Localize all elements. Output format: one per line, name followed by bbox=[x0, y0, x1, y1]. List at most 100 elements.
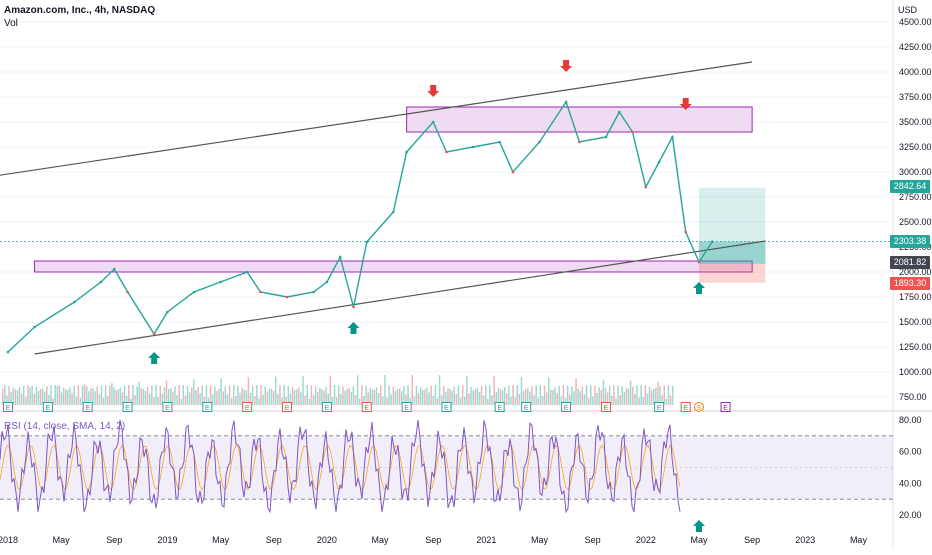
volume-bar bbox=[663, 385, 665, 405]
volume-bar bbox=[100, 385, 103, 405]
volume-bar bbox=[67, 389, 69, 405]
volume-bar bbox=[226, 394, 229, 405]
price-label-stop: 1893.30 bbox=[890, 277, 930, 290]
volume-bar bbox=[136, 386, 138, 405]
volume-bar bbox=[325, 386, 327, 405]
volume-bar bbox=[176, 395, 178, 405]
volume-bar bbox=[178, 385, 180, 405]
volume-bar bbox=[75, 396, 77, 405]
volume-bar bbox=[566, 385, 569, 405]
volume-bar bbox=[304, 395, 306, 405]
price-point bbox=[6, 350, 10, 354]
volume-bar bbox=[638, 397, 640, 405]
time-tick-label: 2022 bbox=[636, 535, 656, 545]
volume-bar bbox=[174, 386, 176, 405]
volume-bar bbox=[464, 396, 466, 405]
volume-bar bbox=[306, 385, 308, 405]
volume-bar bbox=[438, 375, 441, 405]
earnings-marker bbox=[42, 402, 53, 412]
volume-bar bbox=[107, 396, 109, 405]
volume-bar bbox=[245, 389, 248, 405]
volume-bar bbox=[146, 386, 149, 405]
volume-bar bbox=[541, 395, 544, 405]
volume-bar bbox=[335, 397, 338, 405]
volume-bar bbox=[285, 396, 287, 405]
price-point bbox=[245, 270, 249, 274]
volume-bar bbox=[411, 375, 413, 405]
volume-bar bbox=[575, 378, 577, 405]
volume-bar bbox=[46, 386, 48, 405]
volume-bar bbox=[291, 387, 294, 405]
rsi-arrow-up-marker bbox=[692, 520, 705, 532]
earnings-marker bbox=[521, 402, 532, 412]
volume-bar bbox=[73, 385, 75, 405]
split-marker bbox=[693, 402, 704, 412]
earnings-marker bbox=[361, 402, 372, 412]
volume-bar bbox=[514, 397, 516, 405]
volume-bar bbox=[428, 392, 430, 405]
earnings-marker bbox=[282, 402, 293, 412]
volume-bar bbox=[266, 391, 269, 405]
volume-bar bbox=[18, 386, 21, 405]
position-stop-zone bbox=[698, 263, 766, 283]
volume-bar bbox=[394, 391, 397, 405]
volume-bar bbox=[518, 393, 521, 405]
time-tick-label: Sep bbox=[106, 535, 122, 545]
price-point bbox=[166, 310, 169, 314]
volume-bar bbox=[60, 392, 63, 405]
volume-bar bbox=[510, 396, 512, 405]
volume-bar bbox=[539, 385, 542, 405]
volume-bar bbox=[489, 385, 491, 405]
volume-bar bbox=[388, 385, 390, 405]
price-point bbox=[192, 290, 196, 294]
volume-bar bbox=[293, 390, 296, 405]
volume-bar bbox=[216, 390, 218, 405]
price-tick-label: 3500.00 bbox=[899, 117, 932, 127]
volume-bar bbox=[272, 390, 275, 405]
volume-bar bbox=[424, 389, 426, 405]
volume-bar bbox=[665, 398, 668, 405]
volume-bar bbox=[554, 387, 556, 405]
volume-bar bbox=[182, 385, 185, 405]
rsi-legend[interactable]: RSI (14, close, SMA, 14, 2) bbox=[4, 421, 125, 432]
arrow-up-marker bbox=[692, 282, 705, 294]
price-point bbox=[657, 160, 661, 164]
volume-bar bbox=[201, 385, 203, 405]
volume-bar bbox=[44, 391, 46, 405]
volume-bar bbox=[407, 385, 409, 405]
volume-bar bbox=[33, 393, 35, 405]
volume-bar bbox=[109, 385, 111, 405]
volume-bar bbox=[348, 388, 350, 405]
volume-bar bbox=[600, 390, 602, 405]
volume-bar bbox=[533, 394, 535, 405]
volume-bar bbox=[474, 389, 476, 405]
volume-bar bbox=[644, 385, 647, 405]
volume-bar bbox=[308, 398, 311, 405]
volume-bar bbox=[569, 394, 571, 405]
volume-bar bbox=[212, 394, 214, 405]
earnings-marker-label: E bbox=[364, 405, 369, 412]
volume-bar bbox=[472, 390, 474, 405]
volume-bar bbox=[653, 389, 655, 405]
volume-bar bbox=[516, 385, 518, 405]
volume-bar bbox=[445, 391, 447, 405]
earnings-marker bbox=[82, 402, 93, 412]
price-point bbox=[710, 240, 714, 243]
price-point bbox=[73, 300, 76, 304]
volume-bar bbox=[482, 395, 485, 405]
volume-label[interactable]: Vol bbox=[4, 18, 18, 29]
volume-bar bbox=[409, 398, 411, 405]
volume-bar bbox=[375, 387, 378, 405]
earnings-marker bbox=[321, 402, 332, 412]
volume-bar bbox=[123, 385, 126, 405]
volume-bar bbox=[594, 385, 596, 405]
symbol-title[interactable]: Amazon.com, Inc., 4h, NASDAQ bbox=[4, 5, 156, 16]
volume-bar bbox=[350, 391, 353, 405]
volume-bar bbox=[16, 390, 19, 405]
volume-bar bbox=[140, 388, 143, 405]
volume-bar bbox=[302, 375, 304, 405]
price-point bbox=[392, 210, 395, 214]
volume-bar bbox=[669, 395, 672, 405]
